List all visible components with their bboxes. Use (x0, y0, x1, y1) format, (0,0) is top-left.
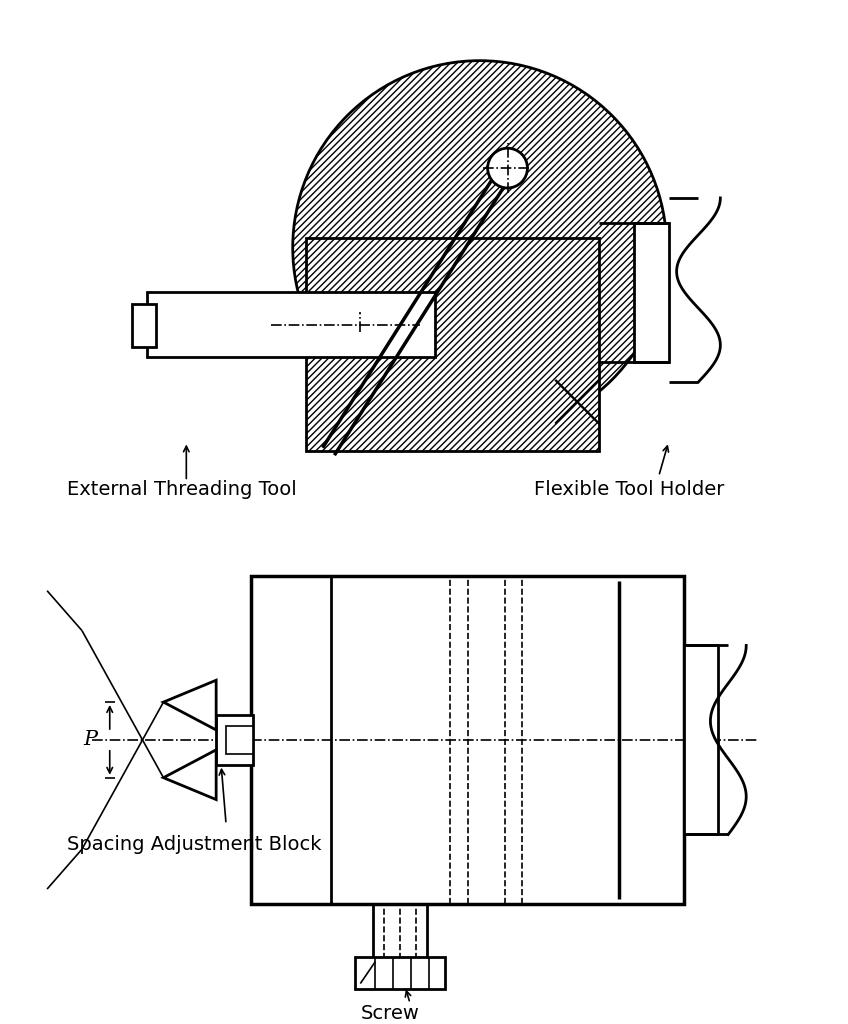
Bar (355, 956, 445, 988)
Circle shape (488, 148, 527, 188)
Bar (305, 238, 599, 452)
Polygon shape (164, 680, 216, 730)
Bar (251, 575, 683, 904)
Text: Screw: Screw (360, 1004, 420, 1023)
Circle shape (293, 60, 667, 434)
Bar (633, 223, 668, 362)
Text: External Threading Tool: External Threading Tool (67, 480, 297, 499)
Bar (131, 304, 157, 347)
Text: Flexible Tool Holder: Flexible Tool Holder (534, 480, 725, 499)
Text: Spacing Adjustment Block: Spacing Adjustment Block (67, 835, 321, 854)
Bar (683, 645, 718, 835)
Bar (226, 726, 253, 754)
Text: P: P (83, 730, 97, 750)
Bar (216, 715, 253, 765)
Polygon shape (164, 750, 216, 800)
Bar (305, 238, 599, 452)
Bar (147, 293, 435, 357)
